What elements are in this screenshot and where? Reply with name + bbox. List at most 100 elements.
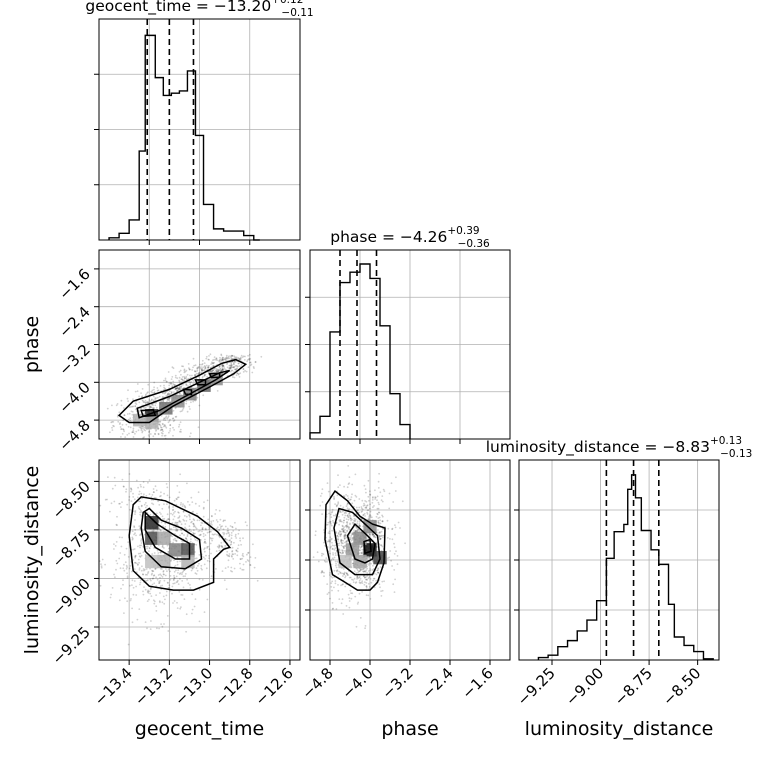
sample-point [162,396,165,398]
sample-point [189,435,191,438]
sample-point [365,491,367,494]
sample-point [330,575,333,578]
sample-point [134,519,136,521]
sample-point [247,354,250,357]
sample-point [125,488,128,491]
sample-point [240,354,243,357]
sample-point [174,376,177,379]
sample-point [353,519,355,522]
sample-point [351,493,353,496]
sample-point [342,510,344,513]
sample-point [163,424,166,427]
sample-point [146,392,148,394]
sample-point [239,567,242,570]
sample-point [203,365,206,367]
sample-point [358,511,360,514]
sample-point [368,572,371,574]
sample-point [383,580,385,583]
sample-point [378,535,381,538]
sample-point [181,378,184,381]
sample-point [100,566,103,569]
sample-point [158,527,161,530]
sample-point [164,387,167,390]
sample-point [158,511,161,514]
sample-point [215,370,218,373]
sample-point [141,430,144,433]
sample-point [393,591,396,593]
sample-point [237,532,240,535]
sample-point [123,485,125,488]
sample-point [138,507,140,510]
sample-point [341,525,344,528]
sample-point [208,560,211,563]
sample-point [175,529,178,532]
sample-point [197,372,200,375]
sample-point [369,503,371,506]
sample-point [160,491,162,494]
sample-point [183,504,186,507]
sample-point [335,505,338,508]
sample-point [363,512,366,515]
sample-point [130,490,132,493]
contour-line [208,372,221,379]
sample-point [197,564,199,567]
sample-point [140,542,143,544]
sample-point [371,516,373,519]
sample-point [330,524,333,527]
sample-point [232,366,235,369]
sample-point [231,546,234,549]
sample-point [218,529,221,532]
sample-point [197,530,200,533]
sample-point [254,361,257,363]
sample-point [121,501,123,503]
sample-point [180,378,183,380]
sample-point [216,390,219,392]
sample-point [218,536,221,539]
sample-point [181,573,183,576]
sample-point [375,541,378,544]
sample-point [213,356,216,358]
sample-point [95,543,97,545]
sample-point [343,547,345,549]
sample-point [204,534,207,536]
sample-point [185,369,188,372]
sample-point [212,362,215,365]
sample-point [239,372,242,375]
sample-point [369,514,371,516]
sample-point [179,528,182,531]
contour-line [144,510,191,560]
sample-point [150,595,153,597]
sample-point [240,558,242,561]
sample-point [185,402,188,405]
sample-point [149,628,152,630]
y-tick-label: −9.25 [49,623,94,668]
sample-point [194,373,197,376]
sample-point [327,532,330,534]
sample-point [339,551,342,554]
sample-point [329,521,332,524]
sample-point [131,537,134,540]
sample-point [396,563,399,566]
sample-point [242,537,244,540]
sample-point [181,532,183,535]
contour-line [136,369,231,419]
sample-point [169,575,172,577]
sample-point [344,575,347,577]
sample-point [355,526,358,529]
sample-point [354,519,357,522]
sample-point [337,474,339,477]
sample-point [169,418,171,421]
sample-point [223,367,226,370]
sample-point [120,436,122,438]
sample-point [230,357,233,360]
sample-point [114,576,116,579]
sample-point [199,367,202,370]
sample-point [164,419,167,421]
sample-point [358,570,361,573]
sample-point [376,571,379,574]
sample-point [201,526,204,529]
sample-point [183,569,186,571]
sample-point [397,521,400,524]
sample-point [363,570,366,573]
sample-point [399,527,401,529]
